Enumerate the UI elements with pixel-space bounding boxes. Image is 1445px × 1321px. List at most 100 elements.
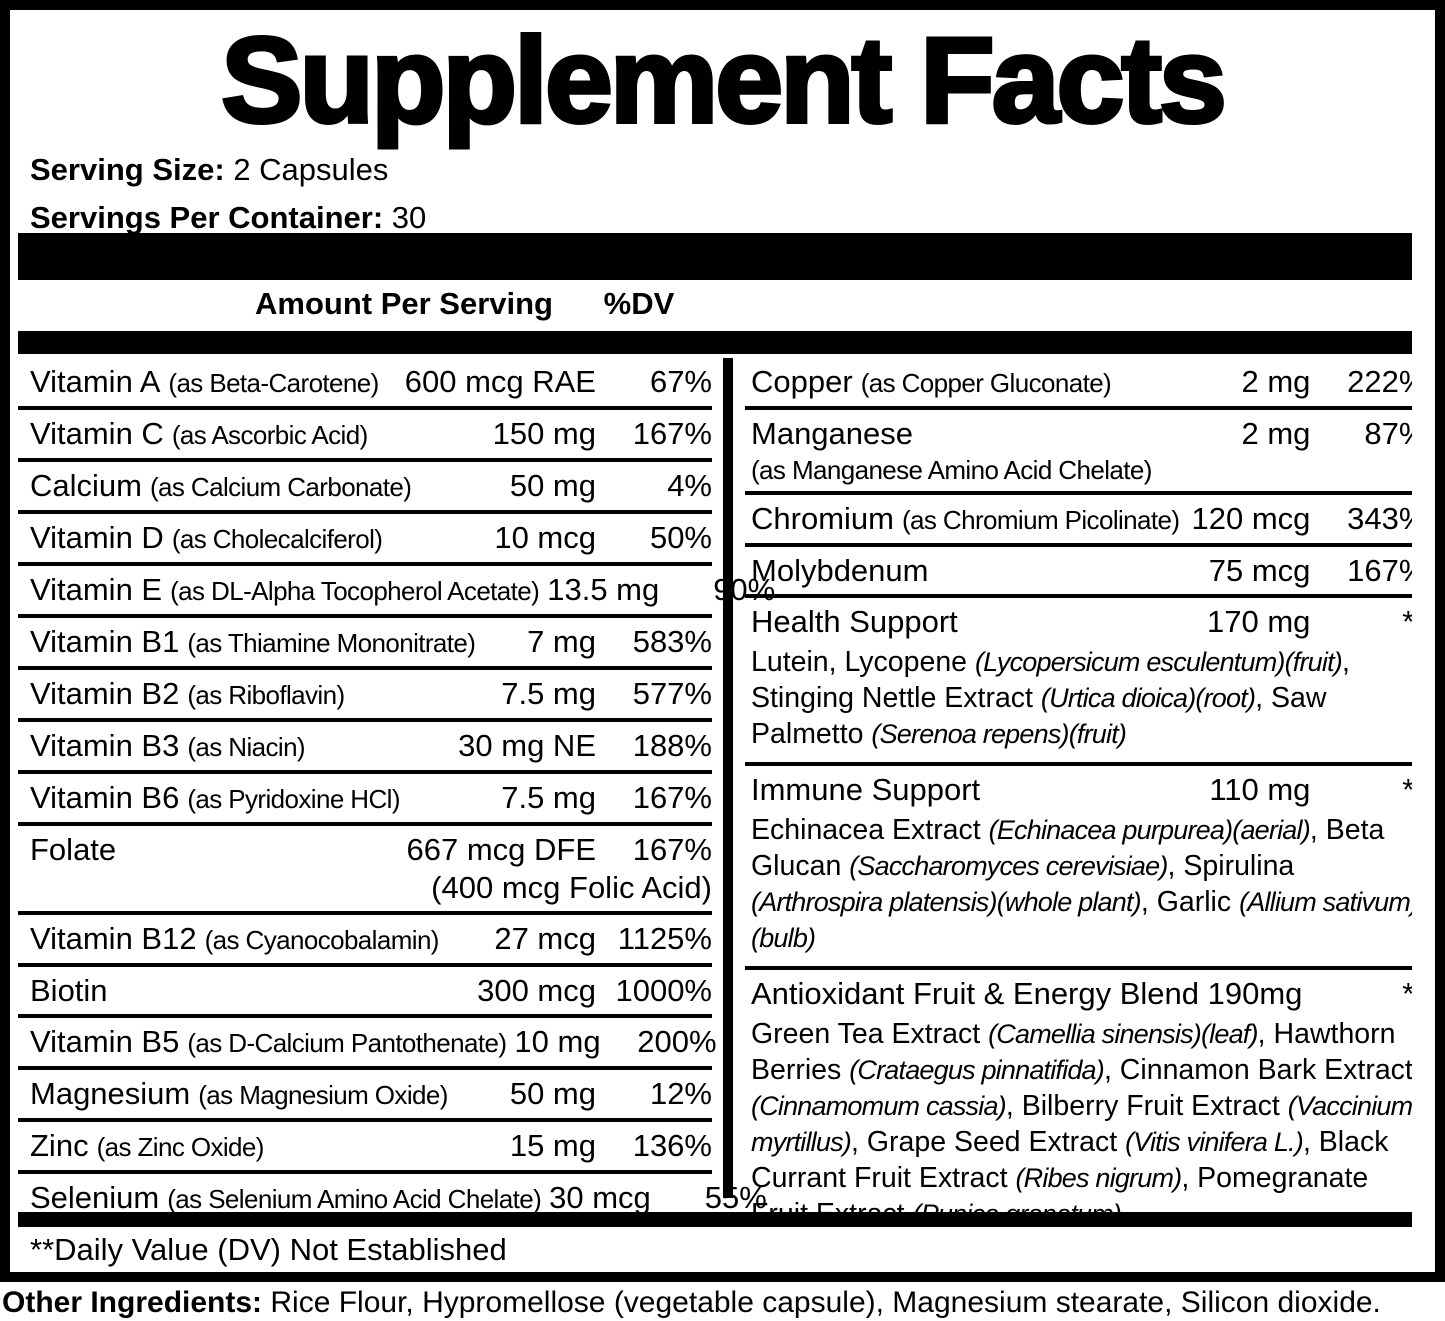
nutrient-line: Zinc (as Zinc Oxide) 15 mg 136% — [18, 1127, 712, 1166]
nutrient-line: Manganese 2 mg 87% — [745, 415, 1412, 453]
nutrient-dv: ** — [1310, 975, 1412, 1013]
nutrient-line: Folate 667 mcg DFE 167% — [18, 831, 712, 869]
blend-ingredient-text: , Bilberry Fruit Extract — [1005, 1090, 1288, 1122]
nutrient-amount: 600 mcg RAE — [404, 364, 596, 399]
percent-dv-header: %DV — [603, 286, 675, 321]
nutrient-line: Vitamin E (as DL-Alpha Tocopherol Acetate… — [18, 571, 775, 610]
nutrient-amount: 2 mg — [1241, 416, 1311, 451]
table-row: Magnesium (as Magnesium Oxide) 50 mg 12% — [18, 1070, 712, 1122]
nutrient-name: Selenium — [30, 1180, 160, 1212]
blend-ingredient-text: , Spirulina — [1167, 850, 1295, 882]
table-row: Chromium (as Chromium Picolinate) 120 mcg 3… — [745, 495, 1412, 547]
blend-ingredient-text: , Pomegranate Fruit Extract — [751, 1162, 1369, 1212]
nutrient-amount: 75 mcg — [1208, 553, 1311, 588]
thick-divider-bar-bottom — [18, 1212, 1412, 1227]
nutrient-amount: 110 mg — [1209, 772, 1311, 807]
nutrient-amount: 170 mg — [1207, 604, 1311, 639]
nutrient-amount: 120 mcg — [1191, 501, 1311, 536]
nutrient-dv: 577% — [632, 676, 712, 711]
table-row: Folate 667 mcg DFE 167% (400 mcg Folic Acid… — [18, 826, 712, 915]
serving-size-value: 2 Capsules — [233, 152, 389, 187]
nutrient-line: Antioxidant Fruit & Energy Blend 190mg** — [745, 975, 1412, 1013]
nutrient-dv: 583% — [632, 624, 712, 659]
nutrient-dv: 87% — [1364, 416, 1412, 451]
blend-ingredient-text: , Beta Glucan — [751, 814, 1385, 882]
nutrient-amount: 150 mg — [492, 416, 596, 451]
nutrient-name: Biotin — [30, 973, 108, 1008]
nutrient-dv: 343% — [1347, 501, 1412, 536]
nutrient-line: Vitamin B2 (as Riboflavin) 7.5 mg 577% — [18, 675, 712, 714]
nutrient-form: (as Chromium Picolinate) — [901, 505, 1180, 535]
blend-ingredient-text: (Camellia sinensis)(leaf) — [988, 1019, 1258, 1049]
nutrient-line: Biotin 300 mcg 1000% — [18, 972, 712, 1010]
nutrient-form: (as Riboflavin) — [187, 680, 345, 710]
blend-ingredient-text: (Urtica dioica)(root) — [1040, 683, 1256, 713]
blend-description: Lutein, Lycopene (Lycopersicum esculentu… — [745, 641, 1412, 758]
right-column: Copper(as Copper Gluconate) 2 mg 222% Manga… — [745, 358, 1412, 1212]
nutrient-line: Vitamin D (as Cholecalciferol) 10 mcg 50% — [18, 519, 712, 558]
nutrient-amount: 10 mcg — [494, 520, 596, 555]
table-row: Zinc (as Zinc Oxide) 15 mg 136% — [18, 1122, 712, 1174]
nutrient-line: Vitamin B1 (as Thiamine Mononitrate) 7 mg 5… — [18, 623, 712, 662]
nutrient-amount: 27 mcg — [494, 921, 596, 956]
nutrient-line: Molybdenum 75 mcg 167% — [745, 552, 1412, 590]
blend-ingredient-text: Echinacea Extract — [751, 814, 989, 846]
nutrient-line: Calcium (as Calcium Carbonate) 50 mg 4% — [18, 467, 712, 506]
nutrient-dv: 188% — [632, 728, 712, 763]
blend-ingredient-text: , Black Currant Fruit Extract — [751, 1126, 1389, 1194]
nutrient-amount: 7 mg — [527, 624, 596, 659]
nutrition-table: Vitamin A (as Beta-Carotene) 600 mcg RAE 67… — [18, 358, 1412, 1212]
thick-divider-bar-top — [18, 233, 1412, 280]
nutrient-dv: 1125% — [617, 921, 712, 956]
nutrient-name: Vitamin B1 — [30, 624, 180, 659]
nutrient-line: Health Support 170 mg** — [745, 603, 1412, 641]
thick-divider-bar-middle — [18, 331, 1412, 354]
blend-ingredient-text: Green Tea Extract — [751, 1018, 989, 1050]
table-row: Vitamin A (as Beta-Carotene) 600 mcg RAE 67… — [18, 358, 712, 410]
other-ingredients-label: Other Ingredients: — [2, 1286, 263, 1319]
nutrient-line: Vitamin B3 (as Niacin) 30 mg NE 188% — [18, 727, 712, 766]
blend-ingredient-text: (Crataegus pinnatifida) — [849, 1055, 1105, 1085]
other-ingredients-value: Rice Flour, Hypromellose (vegetable caps… — [262, 1286, 1381, 1319]
blend-ingredient-text: (Serenoa repens)(fruit) — [871, 719, 1127, 749]
nutrient-form: (as D-Calcium Pantothenate) — [187, 1028, 507, 1058]
nutrient-form: (as Cholecalciferol) — [171, 524, 383, 554]
supplement-facts-label: Supplement Facts Serving Size: 2 Capsule… — [0, 0, 1445, 1282]
nutrient-dv: 167% — [632, 780, 712, 815]
nutrient-dv: 222% — [1347, 364, 1412, 399]
table-row: Calcium (as Calcium Carbonate) 50 mg 4% — [18, 462, 712, 514]
nutrient-name: Vitamin B5 — [30, 1024, 180, 1059]
table-row: Vitamin B3 (as Niacin) 30 mg NE 188% — [18, 722, 712, 774]
nutrient-line: Vitamin C (as Ascorbic Acid) 150 mg 167% — [18, 415, 712, 454]
blend-description: Green Tea Extract (Camellia sinensis)(le… — [745, 1013, 1412, 1212]
nutrient-form: (as Pyridoxine HCl) — [187, 784, 400, 814]
blend-ingredient-text: , Grape Seed Extract — [851, 1126, 1126, 1158]
nutrient-name: Vitamin B12 — [30, 921, 197, 956]
nutrient-form: (as Niacin) — [187, 732, 305, 762]
table-row: Antioxidant Fruit & Energy Blend 190mg**… — [745, 970, 1412, 1212]
nutrient-amount: 30 mcg — [549, 1180, 651, 1212]
table-row: Vitamin B12 (as Cyanocobalamin) 27 mcg 1125… — [18, 915, 712, 967]
left-column: Vitamin A (as Beta-Carotene) 600 mcg RAE 67… — [18, 358, 775, 1212]
nutrient-line: Selenium (as Selenium Amino Acid Chelate)… — [18, 1179, 767, 1212]
nutrient-amount: 50 mg — [509, 468, 596, 503]
nutrient-form: (as Copper Gluconate) — [860, 368, 1112, 398]
blend-description: Echinacea Extract (Echinacea purpurea)(a… — [745, 809, 1412, 962]
nutrient-name: Health Support — [751, 604, 958, 639]
nutrient-dv: ** — [1310, 771, 1412, 809]
blend-ingredient-text: (Cinnamomum cassia) — [751, 1091, 1007, 1121]
nutrient-form: (as Ascorbic Acid) — [171, 420, 368, 450]
blend-ingredient-text: (Lycopersicum esculentum)(fruit) — [974, 647, 1343, 677]
column-divider — [723, 358, 733, 1198]
serving-size-label: Serving Size: — [30, 152, 225, 187]
blend-ingredient-text: , Cinnamon Bark Extract — [1103, 1054, 1412, 1086]
table-row: Vitamin C (as Ascorbic Acid) 150 mg 167% — [18, 410, 712, 462]
nutrient-dv: 50% — [649, 520, 712, 555]
nutrient-dv: 55% — [704, 1180, 767, 1212]
nutrient-dv: 4% — [667, 468, 712, 503]
nutrient-form: (as Thiamine Mononitrate) — [187, 628, 476, 658]
nutrient-amount: 7.5 mg — [501, 676, 596, 711]
blend-ingredient-text: (Arthrospira platensis)(whole plant) — [751, 887, 1142, 917]
nutrient-form: (as Beta-Carotene) — [168, 368, 379, 398]
nutrient-form: (as Selenium Amino Acid Chelate) — [167, 1184, 542, 1212]
